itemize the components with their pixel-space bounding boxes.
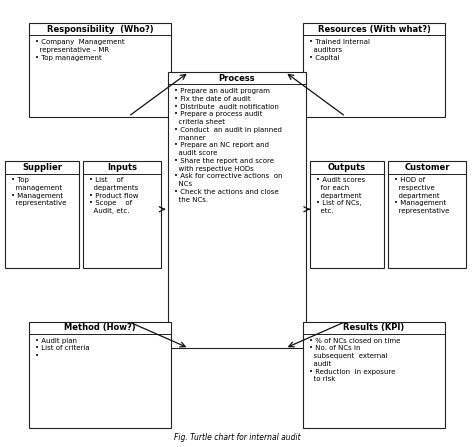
Text: • Top
  management
• Management
  representative: • Top management • Management representa… bbox=[11, 177, 66, 207]
Text: • Audit plan
• List of criteria
•: • Audit plan • List of criteria • bbox=[35, 337, 89, 359]
Bar bbox=[5, 161, 79, 268]
Bar bbox=[29, 321, 171, 429]
Text: Outputs: Outputs bbox=[328, 163, 366, 172]
Text: • % of NCs closed on time
• No. of NCs in
  subsequent  external
  audit
• Reduc: • % of NCs closed on time • No. of NCs i… bbox=[309, 337, 400, 382]
Text: Process: Process bbox=[219, 74, 255, 83]
Bar bbox=[388, 161, 466, 268]
Text: • HOD of
  respective
  department
• Management
  representative: • HOD of respective department • Managem… bbox=[394, 177, 449, 214]
Bar bbox=[303, 321, 445, 429]
Text: Inputs: Inputs bbox=[108, 163, 137, 172]
Bar bbox=[83, 161, 161, 268]
Text: Customer: Customer bbox=[404, 163, 450, 172]
Text: Method (How?): Method (How?) bbox=[64, 323, 136, 332]
Text: • Trained Internal
  auditors
• Capital: • Trained Internal auditors • Capital bbox=[309, 39, 370, 60]
Text: Results (KPI): Results (KPI) bbox=[344, 323, 405, 332]
Text: Supplier: Supplier bbox=[22, 163, 62, 172]
Bar bbox=[310, 161, 383, 268]
Text: Resources (With what?): Resources (With what?) bbox=[318, 25, 430, 34]
Text: • List    of
  departments
• Product flow
• Scope    of
  Audit, etc.: • List of departments • Product flow • S… bbox=[89, 177, 138, 214]
Text: • Prepare an audit program
• Fix the date of audit
• Distribute  audit notificat: • Prepare an audit program • Fix the dat… bbox=[174, 88, 283, 202]
Text: • Company  Management
  representative – MR
• Top management: • Company Management representative – MR… bbox=[35, 39, 124, 60]
Text: Fig. Turtle chart for internal audit: Fig. Turtle chart for internal audit bbox=[173, 433, 301, 442]
Text: • Audit scores
  for each
  department
• List of NCs,
  etc.: • Audit scores for each department • Lis… bbox=[316, 177, 365, 214]
Bar bbox=[29, 23, 171, 117]
Bar bbox=[303, 23, 445, 117]
Bar bbox=[168, 72, 306, 348]
Text: Responsibility  (Who?): Responsibility (Who?) bbox=[46, 25, 153, 34]
